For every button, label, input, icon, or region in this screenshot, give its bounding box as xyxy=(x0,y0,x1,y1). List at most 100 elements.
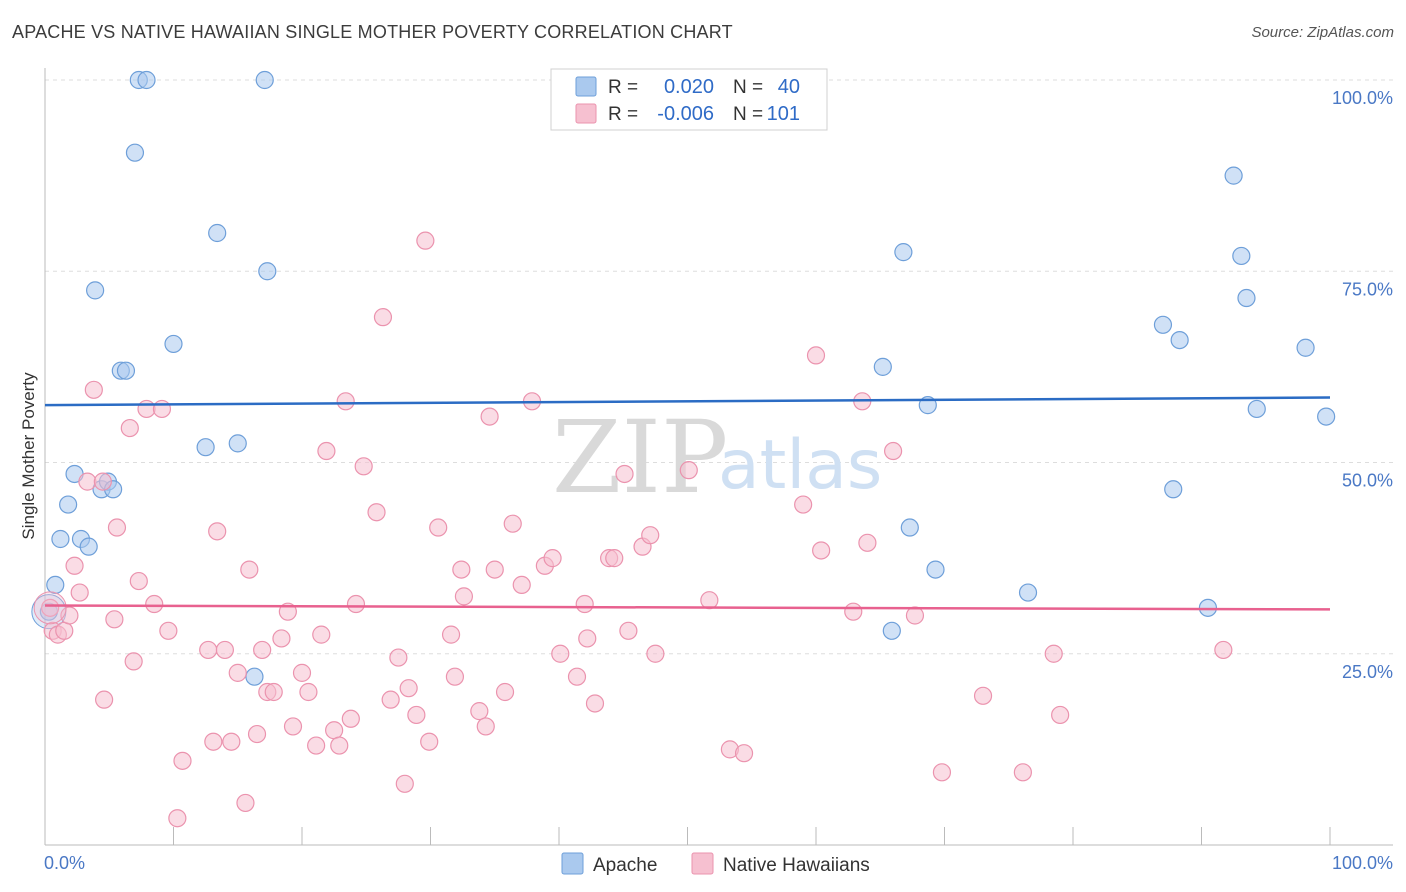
native-hawaiian-point-99 xyxy=(1044,644,1063,663)
native-hawaiian-point-79 xyxy=(615,464,634,484)
native-hawaiian-point-95 xyxy=(905,606,925,625)
native-hawaiian-trend-line xyxy=(44,604,1331,611)
native-hawaiian-point-5 xyxy=(65,556,84,575)
native-hawaiian-point-78 xyxy=(605,549,624,568)
apache-point-12 xyxy=(116,361,136,380)
native-hawaiian-point-58 xyxy=(441,625,461,644)
apache-point-31 xyxy=(1164,480,1183,499)
native-hawaiian-point-12 xyxy=(107,518,127,537)
apache-point-36 xyxy=(1237,288,1256,308)
native-hawaiian-point-64 xyxy=(480,407,499,426)
native-hawaiian-point-9 xyxy=(93,472,112,491)
apache-points xyxy=(31,70,1336,686)
native-hawaiian-point-67 xyxy=(503,514,522,533)
bottom-legend: Apache Native Hawaiians xyxy=(561,852,870,876)
x-tick-marks xyxy=(173,827,1331,845)
apache-point-16 xyxy=(164,334,183,354)
apache-point-7 xyxy=(86,281,105,300)
y-tick-label-75: 75.0% xyxy=(1342,279,1393,299)
native-hawaiian-point-98 xyxy=(1013,763,1032,782)
bottom-legend-apache: Apache xyxy=(593,855,657,876)
apache-point-25 xyxy=(894,243,913,262)
apache-point-30 xyxy=(1153,315,1173,334)
native-hawaiian-point-76 xyxy=(585,694,605,713)
legend: R = 0.020 N = 40 R = -0.006 N = 101 xyxy=(550,68,828,131)
native-hawaiian-point-18 xyxy=(152,399,172,419)
native-hawaiian-point-22 xyxy=(199,640,218,660)
legend-swatch-apache xyxy=(575,76,597,97)
legend-r-value-native-hawaiian: -0.006 xyxy=(657,103,714,125)
native-hawaiian-points xyxy=(33,231,1233,828)
y-axis-label: Single Mother Poverty xyxy=(19,372,38,540)
native-hawaiian-point-10 xyxy=(95,690,114,709)
legend-n-value-apache: 40 xyxy=(778,76,800,98)
legend-n-value-native-hawaiian: 101 xyxy=(767,103,800,125)
watermark: ZIP atlas xyxy=(552,399,882,516)
apache-point-15 xyxy=(137,70,156,90)
apache-point-20 xyxy=(245,667,264,686)
native-hawaiian-point-33 xyxy=(264,682,283,702)
native-hawaiian-point-41 xyxy=(317,441,336,461)
apache-point-29 xyxy=(1018,583,1038,602)
x-tick-label-min: 0.0% xyxy=(44,853,85,873)
native-hawaiian-point-91 xyxy=(844,602,863,621)
native-hawaiian-point-43 xyxy=(330,736,349,755)
apache-point-6 xyxy=(79,537,98,556)
chart-title: APACHE VS NATIVE HAWAIIAN SINGLE MOTHER … xyxy=(12,22,733,42)
native-hawaiian-point-36 xyxy=(283,717,303,736)
apache-point-22 xyxy=(258,262,277,281)
native-hawaiian-point-47 xyxy=(354,457,373,476)
native-hawaiian-point-88 xyxy=(794,495,813,514)
legend-r-label-native-hawaiian: R = xyxy=(608,104,638,125)
native-hawaiian-point-0 xyxy=(41,598,60,617)
apache-point-3 xyxy=(59,495,78,514)
native-hawaiian-point-6 xyxy=(70,583,89,602)
native-hawaiian-point-80 xyxy=(619,621,638,640)
y-tick-labels: 25.0% 50.0% 75.0% 100.0% xyxy=(1332,88,1393,682)
y-tick-label-25: 25.0% xyxy=(1342,662,1393,682)
native-hawaiian-point-94 xyxy=(883,441,903,461)
apache-point-24 xyxy=(882,621,901,640)
native-hawaiian-point-50 xyxy=(381,690,400,709)
legend-swatch-native-hawaiian xyxy=(575,103,597,124)
native-hawaiian-point-15 xyxy=(129,571,148,591)
native-hawaiian-point-59 xyxy=(445,667,465,686)
native-hawaiian-point-48 xyxy=(367,503,386,522)
native-hawaiian-point-74 xyxy=(575,594,594,614)
native-hawaiian-point-8 xyxy=(84,380,103,399)
native-hawaiian-point-16 xyxy=(137,399,156,419)
native-hawaiian-point-71 xyxy=(543,549,562,568)
native-hawaiian-point-75 xyxy=(578,629,597,648)
source-label: Source: ZipAtlas.com xyxy=(1251,24,1394,41)
native-hawaiian-point-60 xyxy=(452,560,471,579)
native-hawaiian-point-30 xyxy=(247,724,267,744)
apache-point-26 xyxy=(900,518,919,537)
native-hawaiian-point-28 xyxy=(236,793,255,813)
native-hawaiian-point-73 xyxy=(567,667,587,686)
bottom-legend-swatch-apache xyxy=(561,852,584,875)
watermark-zip: ZIP xyxy=(552,399,728,516)
apache-point-35 xyxy=(1232,246,1251,266)
native-hawaiian-point-39 xyxy=(307,736,326,755)
native-hawaiian-point-24 xyxy=(208,522,227,541)
apache-point-19 xyxy=(228,434,247,453)
native-hawaiian-point-62 xyxy=(470,702,489,721)
native-hawaiian-point-19 xyxy=(159,621,178,640)
native-hawaiian-point-84 xyxy=(679,461,698,480)
native-hawaiian-point-61 xyxy=(454,587,474,606)
native-hawaiian-point-51 xyxy=(389,648,408,667)
native-hawaiian-point-26 xyxy=(222,732,241,751)
native-hawaiian-point-57 xyxy=(429,518,448,537)
native-hawaiian-point-20 xyxy=(168,809,187,828)
native-hawaiian-point-82 xyxy=(641,526,660,545)
legend-box xyxy=(550,68,828,131)
native-hawaiian-point-23 xyxy=(204,732,223,751)
axes xyxy=(44,68,1393,846)
bottom-legend-swatch-native-hawaiian xyxy=(691,852,714,875)
bottom-legend-native-hawaiians: Native Hawaiians xyxy=(723,855,870,876)
native-hawaiian-point-55 xyxy=(416,231,435,250)
native-hawaiian-point-37 xyxy=(292,663,312,682)
native-hawaiian-point-52 xyxy=(395,774,414,793)
native-hawaiian-point-25 xyxy=(215,640,234,660)
apache-point-37 xyxy=(1247,399,1266,419)
